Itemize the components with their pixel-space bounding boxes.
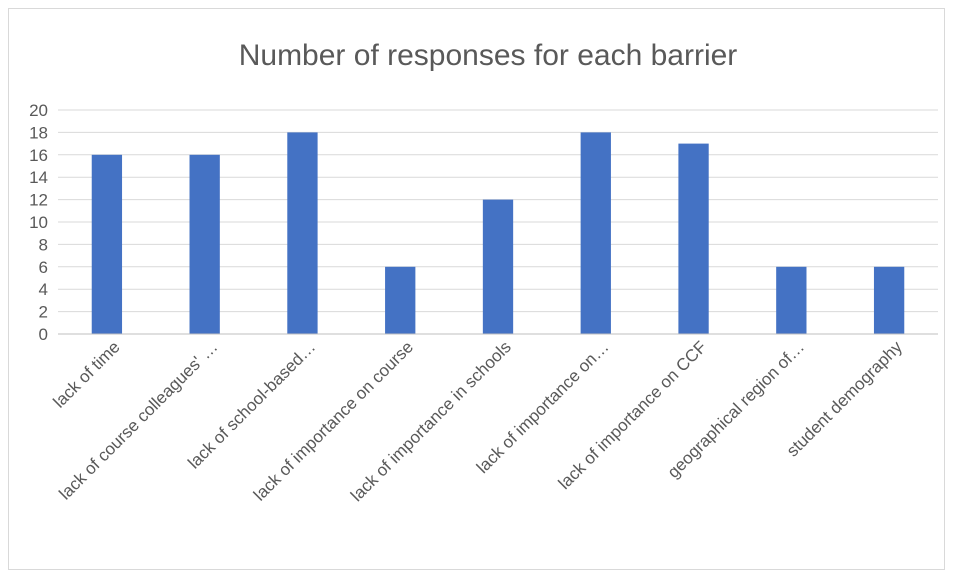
y-tick-label: 6 [39,258,48,277]
bar [678,143,709,334]
y-tick-label: 12 [29,191,48,210]
y-axis-ticks: 0 2 4 6 8 10 12 14 16 18 20 [29,101,48,344]
x-category-label: lack of time [49,337,123,411]
y-tick-label: 16 [29,146,48,165]
bar [91,154,123,334]
y-tick-label: 14 [29,168,48,187]
bar [385,266,416,334]
bars [91,132,905,334]
x-category-label: lack of importance on course [250,337,417,504]
x-category-label: lack of course colleagues' … [55,337,221,503]
bar [287,132,318,334]
y-tick-label: 20 [29,101,48,120]
bar [873,266,905,334]
bar [776,266,807,334]
bar [580,132,611,334]
chart-title: Number of responses for each barrier [239,39,738,72]
y-tick-label: 2 [39,303,48,322]
bar [189,154,220,334]
y-tick-label: 0 [39,325,48,344]
x-category-label: lack of importance in schools [347,337,515,505]
y-tick-label: 8 [39,235,48,254]
bar [482,199,514,334]
y-tick-label: 4 [39,280,48,299]
y-tick-label: 10 [29,213,48,232]
y-tick-label: 18 [29,123,48,142]
